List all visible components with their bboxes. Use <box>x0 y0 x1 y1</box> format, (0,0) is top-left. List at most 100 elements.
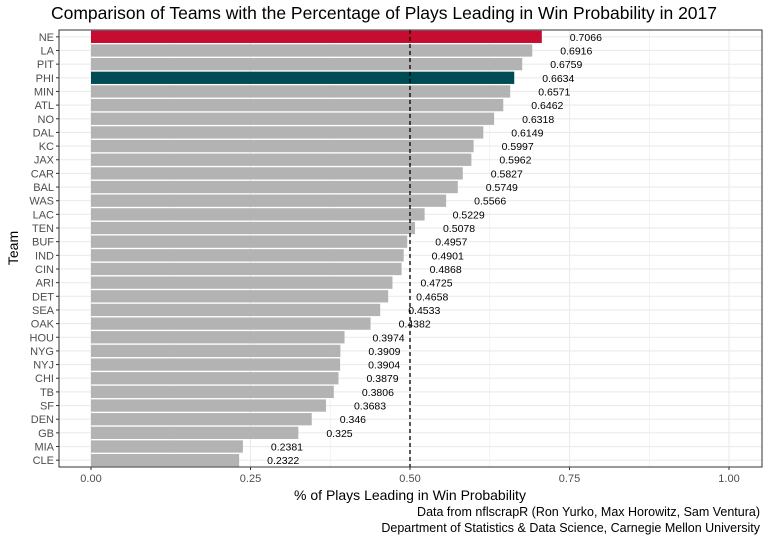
data-label-dal: 0.6149 <box>511 127 543 139</box>
data-label-tb: 0.3806 <box>362 387 394 399</box>
data-label-was: 0.5566 <box>474 196 506 208</box>
bar-nyg <box>91 344 341 358</box>
bar-gb <box>91 426 299 440</box>
y-tick-label-phi: PHI <box>36 73 54 85</box>
data-label-atl: 0.6462 <box>531 100 563 112</box>
data-label-det: 0.4658 <box>416 291 448 303</box>
x-axis: 0.00 0.25 0.50 0.75 1.00 <box>80 467 740 485</box>
bar-den <box>91 413 312 426</box>
y-tick-label-kc: KC <box>39 141 54 153</box>
data-label-den: 0.346 <box>340 414 366 426</box>
x-tick-label: 0.75 <box>559 473 580 485</box>
y-tick-label-ne: NE <box>39 32 54 44</box>
data-label-cle: 0.2322 <box>267 455 299 467</box>
data-label-nyj: 0.3904 <box>368 360 400 372</box>
data-label-gb: 0.325 <box>326 428 352 440</box>
y-tick-label-sf: SF <box>40 401 54 413</box>
bar-car <box>91 167 463 180</box>
data-label-jax: 0.5962 <box>499 155 531 167</box>
y-tick-label-cin: CIN <box>35 264 54 276</box>
bar-sea <box>91 303 381 317</box>
data-label-sea: 0.4533 <box>408 305 440 317</box>
bar-lac <box>91 208 425 221</box>
bar-atl <box>91 98 504 112</box>
bar-phi <box>91 71 515 84</box>
bar-ten <box>91 221 415 235</box>
data-label-cin: 0.4868 <box>430 264 462 276</box>
y-tick-label-la: LA <box>41 45 55 57</box>
y-tick-label-nyj: NYJ <box>33 360 54 372</box>
y-tick-label-min: MIN <box>34 86 54 98</box>
y-tick-label-gb: GB <box>38 428 54 440</box>
bars <box>91 30 542 467</box>
data-label-sf: 0.3683 <box>354 401 386 413</box>
y-tick-label-atl: ATL <box>35 100 54 112</box>
y-tick-label-tb: TB <box>40 387 54 399</box>
data-label-phi: 0.6634 <box>542 73 574 85</box>
x-axis-title: % of Plays Leading in Win Probability <box>294 487 526 503</box>
data-label-chi: 0.3879 <box>366 373 398 385</box>
bar-bal <box>91 180 458 194</box>
x-tick-label: 0.50 <box>399 473 420 485</box>
y-tick-label-dal: DAL <box>33 127 54 139</box>
bar-chi <box>91 372 339 385</box>
y-tick-label-bal: BAL <box>33 182 54 194</box>
data-label-car: 0.5827 <box>491 168 523 180</box>
bar-nyj <box>91 358 341 371</box>
caption-line-department: Department of Statistics & Data Science,… <box>381 521 760 535</box>
bar-ind <box>91 249 404 262</box>
y-tick-label-was: WAS <box>29 196 54 208</box>
y-tick-label-nyg: NYG <box>30 346 54 358</box>
data-label-ind: 0.4901 <box>432 250 464 262</box>
y-tick-label-ari: ARI <box>36 278 54 290</box>
bar-det <box>91 290 389 303</box>
y-tick-label-oak: OAK <box>31 319 55 331</box>
y-tick-label-car: CAR <box>31 168 54 180</box>
data-label-lac: 0.5229 <box>453 209 485 221</box>
data-label-min: 0.6571 <box>538 86 570 98</box>
bar-dal <box>91 126 484 139</box>
caption: Data from nflscrapR (Ron Yurko, Max Horo… <box>381 504 760 536</box>
data-label-bal: 0.5749 <box>486 182 518 194</box>
y-tick-label-chi: CHI <box>35 373 54 385</box>
bar-cle <box>91 454 240 467</box>
bar-la <box>91 44 533 57</box>
y-axis-title: Team <box>5 231 21 265</box>
y-tick-label-lac: LAC <box>33 209 54 221</box>
bar-jax <box>91 153 472 166</box>
caption-line-source: Data from nflscrapR (Ron Yurko, Max Horo… <box>417 505 760 519</box>
data-label-nyg: 0.3909 <box>368 346 400 358</box>
bar-min <box>91 85 511 98</box>
y-tick-label-no: NO <box>38 114 55 126</box>
y-tick-label-ind: IND <box>35 250 54 262</box>
data-label-hou: 0.3974 <box>373 332 405 344</box>
data-label-ten: 0.5078 <box>443 223 475 235</box>
y-tick-label-pit: PIT <box>37 59 54 71</box>
bar-kc <box>91 139 474 153</box>
bar-tb <box>91 385 334 399</box>
data-label-ne: 0.7066 <box>570 32 602 44</box>
y-tick-label-hou: HOU <box>30 332 55 344</box>
data-label-oak: 0.4382 <box>399 319 431 331</box>
bar-mia <box>91 440 243 453</box>
y-tick-label-ten: TEN <box>32 223 54 235</box>
y-tick-label-mia: MIA <box>34 442 54 454</box>
bar-hou <box>91 331 345 344</box>
data-label-la: 0.6916 <box>560 45 592 57</box>
y-tick-label-buf: BUF <box>32 237 54 249</box>
bar-ne <box>91 30 542 43</box>
bar-was <box>91 194 447 207</box>
data-label-pit: 0.6759 <box>550 59 582 71</box>
y-tick-label-jax: JAX <box>34 155 55 167</box>
data-label-no: 0.6318 <box>522 114 554 126</box>
bar-ari <box>91 276 393 289</box>
data-label-kc: 0.5997 <box>502 141 534 153</box>
bar-no <box>91 112 495 125</box>
bar-buf <box>91 235 408 248</box>
chart-title: Comparison of Teams with the Percentage … <box>50 3 718 23</box>
x-tick-label: 0.25 <box>240 473 261 485</box>
bar-sf <box>91 399 326 412</box>
bar-cin <box>91 262 402 276</box>
